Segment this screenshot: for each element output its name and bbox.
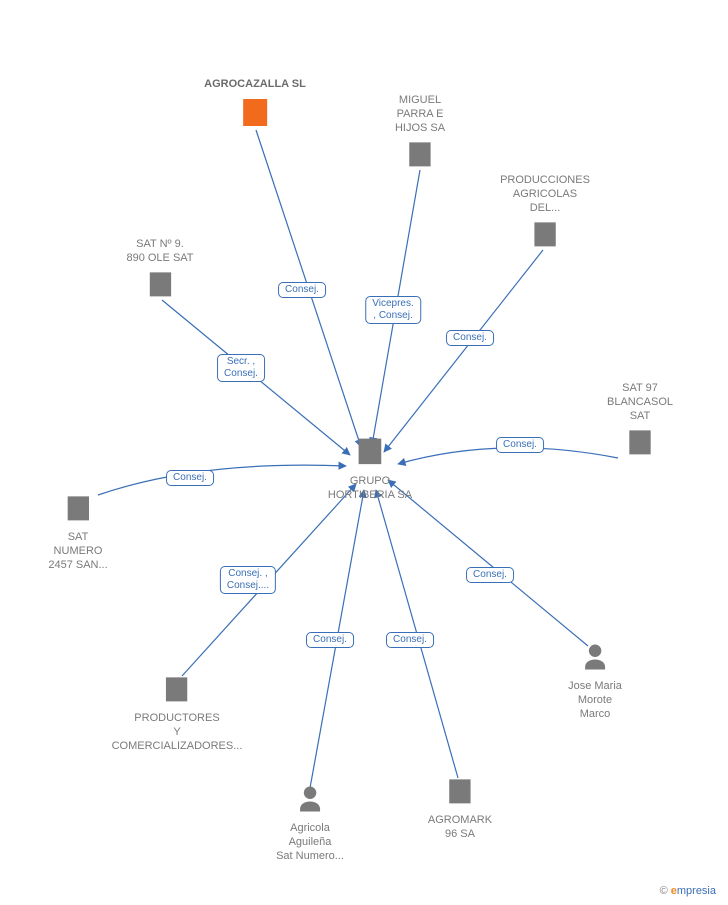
copyright: © empresia: [660, 885, 716, 897]
edge-label-sat9: Secr. ,Consej.: [217, 354, 265, 382]
node-sat97[interactable]: SAT 97BLANCASOL SAT: [596, 381, 684, 462]
node-label-sat9: SAT Nº 9.890 OLE SAT: [126, 237, 193, 265]
node-label-agrocazalla: AGROCAZALLA SL: [204, 77, 306, 91]
edge-label-agrocazalla: Consej.: [278, 282, 326, 298]
edge-label-productores: Consej. ,Consej....: [220, 566, 276, 594]
edge-label-agromark: Consej.: [386, 632, 434, 648]
node-agrocazalla[interactable]: AGROCAZALLA SL: [204, 77, 306, 134]
node-label-miguel: MIGUELPARRA EHIJOS SA: [395, 93, 445, 135]
node-satnum[interactable]: SATNUMERO2457 SAN...: [48, 491, 107, 572]
building-icon: [353, 433, 387, 467]
edge-satnum: [98, 465, 346, 495]
node-miguel[interactable]: MIGUELPARRA EHIJOS SA: [395, 93, 445, 174]
edge-label-producciones: Consej.: [446, 330, 494, 346]
building-icon: [62, 491, 94, 523]
edge-label-miguel: Vicepres., Consej.: [365, 296, 421, 324]
node-label-agromark: AGROMARK96 SA: [428, 813, 492, 841]
building-icon: [144, 267, 176, 299]
node-label-agricola: AgricolaAguileñaSat Numero...: [276, 821, 344, 863]
edge-label-satnum: Consej.: [166, 470, 214, 486]
node-josemaria[interactable]: Jose MariaMoroteMarco: [568, 642, 622, 721]
node-label-productores: PRODUCTORESYCOMERCIALIZADORES...: [112, 711, 243, 753]
brand-rest: mpresia: [677, 885, 716, 897]
node-label-josemaria: Jose MariaMoroteMarco: [568, 679, 622, 721]
edge-josemaria: [388, 480, 588, 646]
node-productores[interactable]: PRODUCTORESYCOMERCIALIZADORES...: [112, 672, 243, 753]
building-icon: [624, 425, 656, 457]
building-icon: [161, 672, 193, 704]
building-icon: [404, 137, 436, 169]
node-producciones[interactable]: PRODUCCIONESAGRICOLASDEL...: [500, 173, 590, 254]
person-icon: [295, 784, 325, 814]
node-label-sat97: SAT 97BLANCASOL SAT: [596, 381, 684, 423]
copyright-symbol: ©: [660, 885, 668, 897]
person-icon: [580, 642, 610, 672]
node-agromark[interactable]: AGROMARK96 SA: [428, 774, 492, 841]
edge-label-agricola: Consej.: [306, 632, 354, 648]
edge-label-josemaria: Consej.: [466, 567, 514, 583]
building-icon: [529, 217, 561, 249]
building-icon: [237, 93, 273, 129]
node-agricola[interactable]: AgricolaAguileñaSat Numero...: [276, 784, 344, 863]
edge-label-sat97: Consej.: [496, 437, 544, 453]
center-node[interactable]: GRUPOHORTIBERIA SA: [328, 433, 412, 502]
node-label-producciones: PRODUCCIONESAGRICOLASDEL...: [500, 173, 590, 215]
node-label-satnum: SATNUMERO2457 SAN...: [48, 530, 107, 572]
node-sat9[interactable]: SAT Nº 9.890 OLE SAT: [126, 237, 193, 304]
edge-producciones: [384, 250, 543, 452]
center-label: GRUPOHORTIBERIA SA: [328, 474, 412, 502]
building-icon: [444, 774, 476, 806]
